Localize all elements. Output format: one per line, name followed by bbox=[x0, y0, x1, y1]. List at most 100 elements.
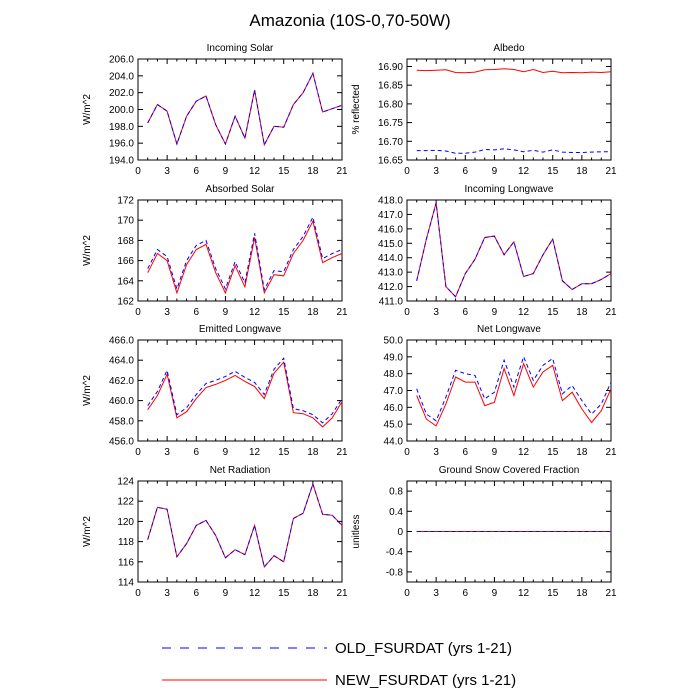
x-tick-label: 21 bbox=[605, 447, 617, 458]
y-axis-label: W/m^2 bbox=[82, 94, 93, 125]
x-tick-label: 0 bbox=[135, 447, 141, 458]
y-tick-label: 418.0 bbox=[378, 196, 403, 207]
y-axis-label: W/m^2 bbox=[82, 375, 93, 406]
legend-new-label: NEW_FSURDAT (yrs 1-21) bbox=[335, 672, 516, 689]
x-tick-label: 0 bbox=[135, 166, 141, 177]
y-tick-label: 412.0 bbox=[378, 282, 403, 293]
panels: Incoming Solar 0 3 6 9 12 15 18 21 194.0 196.0 198.… bbox=[82, 43, 617, 599]
panel-incoming-longwave: Incoming Longwave 0 3 6 9 12 15 18 21 411.0 412.0 4… bbox=[378, 184, 617, 318]
x-tick-label: 21 bbox=[605, 166, 617, 177]
panel-title: Albedo bbox=[493, 43, 525, 54]
x-tick-label: 18 bbox=[307, 307, 319, 318]
x-tick-label: 0 bbox=[404, 166, 410, 177]
y-tick-label: 460.0 bbox=[109, 396, 134, 407]
y-tick-label: 118 bbox=[118, 537, 134, 548]
x-tick-label: 9 bbox=[223, 307, 229, 318]
y-tick-label: 124 bbox=[117, 477, 134, 488]
y-tick-label: 164 bbox=[117, 276, 134, 287]
x-tick-label: 18 bbox=[576, 447, 588, 458]
y-tick-label: 172 bbox=[117, 196, 134, 207]
plot-frame bbox=[137, 339, 343, 442]
x-tick-label: 15 bbox=[278, 447, 290, 458]
x-tick-label: 3 bbox=[433, 307, 439, 318]
y-tick-label: 462.0 bbox=[109, 376, 134, 387]
x-tick-label: 15 bbox=[278, 588, 290, 599]
y-tick-label: 48.0 bbox=[384, 369, 404, 380]
x-tick-label: 15 bbox=[547, 588, 559, 599]
x-tick-label: 0 bbox=[135, 588, 141, 599]
panel-title: Incoming Longwave bbox=[465, 184, 554, 195]
x-tick-label: 3 bbox=[164, 447, 170, 458]
y-tick-label: 206.0 bbox=[109, 55, 134, 66]
x-tick-label: 21 bbox=[605, 307, 617, 318]
y-tick-label: 200.0 bbox=[109, 105, 134, 116]
y-tick-label: 411.0 bbox=[379, 297, 404, 308]
series-old-fsurdat-line bbox=[147, 215, 343, 292]
y-tick-label: -0.8 bbox=[386, 567, 404, 578]
x-tick-label: 9 bbox=[492, 447, 498, 458]
y-tick-label: 49.0 bbox=[384, 352, 404, 363]
y-tick-label: 50.0 bbox=[384, 336, 404, 347]
y-tick-label: 458.0 bbox=[109, 416, 134, 427]
x-tick-label: 6 bbox=[463, 447, 469, 458]
y-tick-label: 202.0 bbox=[109, 88, 134, 99]
y-tick-label: 16.90 bbox=[378, 62, 403, 73]
x-tick-label: 18 bbox=[307, 588, 319, 599]
x-tick-label: 3 bbox=[164, 307, 170, 318]
x-tick-label: 9 bbox=[492, 166, 498, 177]
y-tick-label: 122 bbox=[117, 497, 134, 508]
legend: OLD_FSURDAT (yrs 1-21) NEW_FSURDAT (yrs … bbox=[162, 640, 516, 689]
y-tick-label: 16.75 bbox=[378, 118, 403, 129]
x-tick-label: 15 bbox=[547, 447, 559, 458]
x-tick-label: 9 bbox=[223, 447, 229, 458]
series-new-fsurdat-line bbox=[416, 68, 612, 74]
y-axis-label: W/m^2 bbox=[82, 235, 93, 266]
y-tick-label: 162 bbox=[117, 297, 134, 308]
y-tick-label: 44.0 bbox=[384, 437, 404, 448]
panel-albedo: Albedo 0 3 6 9 12 15 18 21 16.65 16.70 16.75 16.80 16… bbox=[351, 43, 617, 177]
plot-frame bbox=[406, 339, 612, 442]
x-tick-label: 15 bbox=[547, 166, 559, 177]
series-new-fsurdat-line bbox=[147, 219, 343, 295]
y-tick-label: -0.4 bbox=[386, 547, 404, 558]
x-tick-label: 18 bbox=[307, 166, 319, 177]
x-tick-label: 12 bbox=[249, 166, 261, 177]
x-tick-label: 18 bbox=[307, 447, 319, 458]
series-new-fsurdat-line bbox=[416, 202, 612, 298]
y-axis-label: unitless bbox=[351, 515, 362, 549]
x-tick-label: 6 bbox=[463, 588, 469, 599]
y-tick-label: 16.80 bbox=[378, 99, 403, 110]
series-old-fsurdat-line bbox=[416, 202, 612, 298]
x-tick-label: 12 bbox=[518, 307, 530, 318]
y-tick-label: 456.0 bbox=[109, 437, 134, 448]
x-tick-label: 21 bbox=[336, 447, 348, 458]
x-tick-label: 15 bbox=[278, 307, 290, 318]
y-tick-label: 466.0 bbox=[109, 336, 134, 347]
y-tick-label: 170 bbox=[117, 216, 134, 227]
x-tick-label: 12 bbox=[249, 447, 261, 458]
x-tick-label: 6 bbox=[194, 588, 200, 599]
x-tick-label: 9 bbox=[223, 166, 229, 177]
x-tick-label: 12 bbox=[518, 166, 530, 177]
panel-title: Absorbed Solar bbox=[206, 184, 276, 195]
y-tick-label: 196.0 bbox=[109, 139, 134, 150]
figure-title: Amazonia (10S-0,70-50W) bbox=[249, 11, 450, 30]
x-tick-label: 15 bbox=[547, 307, 559, 318]
y-tick-label: 166 bbox=[117, 256, 134, 267]
y-axis-label: % reflected bbox=[351, 84, 362, 134]
y-tick-label: 417.0 bbox=[378, 210, 403, 221]
plot-frame bbox=[137, 199, 343, 302]
x-tick-label: 0 bbox=[404, 588, 410, 599]
x-tick-label: 6 bbox=[463, 307, 469, 318]
y-tick-label: 47.0 bbox=[384, 386, 404, 397]
x-tick-label: 18 bbox=[576, 588, 588, 599]
x-tick-label: 0 bbox=[404, 307, 410, 318]
y-tick-label: 0.8 bbox=[389, 487, 403, 498]
legend-old-label: OLD_FSURDAT (yrs 1-21) bbox=[335, 640, 512, 657]
y-tick-label: 16.70 bbox=[378, 137, 403, 148]
x-tick-label: 15 bbox=[278, 166, 290, 177]
series-old-fsurdat-line bbox=[147, 71, 343, 147]
series-old-fsurdat-line bbox=[416, 355, 612, 422]
y-tick-label: 114 bbox=[118, 578, 134, 589]
y-tick-label: 194.0 bbox=[109, 156, 134, 167]
